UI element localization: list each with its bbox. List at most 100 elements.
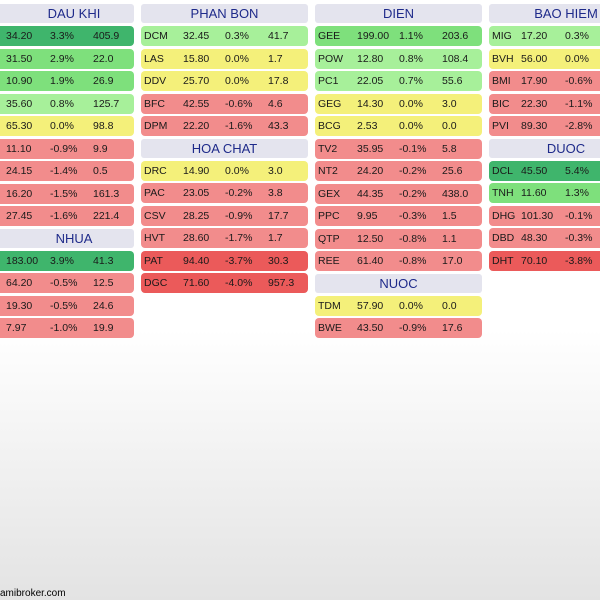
stock-row[interactable]: 11.10 -0.9% 9.9 [0,138,134,159]
stock-row[interactable]: PPC 9.95 -0.3% 1.5 [315,206,482,226]
change-cell: 2.9% [50,52,74,65]
stock-row[interactable]: HVT 28.60 -1.7% 1.7 [141,228,308,248]
stock-row[interactable]: TV2 35.95 -0.1% 5.8 [315,138,482,159]
sector-column: DAU KHI 34.20 3.3% 405.9 31.50 2.9% 22.0 10.90 1… [0,4,134,341]
sector-title: DUOC [489,138,600,158]
change-cell: -3.7% [225,254,253,267]
price-cell: 11.60 [521,187,547,199]
volume-cell: 98.8 [93,120,114,132]
stock-row[interactable]: LAS 15.80 0.0% 1.7 [141,48,308,69]
ticker-cell: PC1 [318,75,339,87]
change-cell: -1.7% [225,232,253,244]
stock-row[interactable]: 7.97 -1.0% 19.9 [0,318,134,338]
sector-title: DIEN [315,4,482,23]
stock-row[interactable]: POW 12.80 0.8% 108.4 [315,48,482,69]
price-cell: 43.50 [357,322,384,334]
volume-cell: 22.0 [93,52,114,65]
stock-row[interactable]: BIC 22.30 -1.1% [489,93,600,114]
price-cell: 25.70 [183,75,210,87]
stock-row[interactable]: 65.30 0.0% 98.8 [0,116,134,136]
change-cell: -1.6% [225,120,253,132]
stock-row[interactable]: 19.30 -0.5% 24.6 [0,295,134,316]
ticker-cell: TNH [492,187,514,199]
stock-row[interactable]: BMI 17.90 -0.6% [489,71,600,91]
volume-cell: 30.3 [268,254,289,267]
stock-row[interactable]: CSV 28.25 -0.9% 17.7 [141,205,308,226]
volume-cell: 1.7 [268,232,283,244]
change-cell: 1.9% [50,75,74,87]
stock-row[interactable]: DDV 25.70 0.0% 17.8 [141,71,308,91]
stock-row[interactable]: DRC 14.90 0.0% 3.0 [141,160,308,181]
stock-row[interactable]: QTP 12.50 -0.8% 1.1 [315,228,482,249]
volume-cell: 24.6 [93,299,114,312]
price-cell: 89.30 [521,120,548,132]
stock-row[interactable]: BFC 42.55 -0.6% 4.6 [141,93,308,114]
stock-row[interactable]: DBD 48.30 -0.3% [489,228,600,248]
stock-row[interactable]: GEG 14.30 0.0% 3.0 [315,93,482,114]
price-cell: 64.20 [6,277,33,289]
stock-row[interactable]: 31.50 2.9% 22.0 [0,48,134,69]
stock-row[interactable]: DPM 22.20 -1.6% 43.3 [141,116,308,136]
stock-row[interactable]: PAT 94.40 -3.7% 30.3 [141,250,308,271]
stock-row[interactable]: 27.45 -1.6% 221.4 [0,206,134,226]
stock-row[interactable]: MIG 17.20 0.3% [489,26,600,46]
stock-row[interactable]: DCL 45.50 5.4% [489,160,600,181]
stock-row[interactable]: DCM 32.45 0.3% 41.7 [141,26,308,46]
stock-row[interactable]: 10.90 1.9% 26.9 [0,71,134,91]
volume-cell: 0.0 [442,299,457,312]
change-cell: -1.5% [50,187,78,200]
stock-row[interactable]: 34.20 3.3% 405.9 [0,26,134,46]
stock-row[interactable]: TNH 11.60 1.3% [489,183,600,203]
change-cell: 0.8% [50,97,74,110]
ticker-cell: POW [318,52,344,65]
stock-row[interactable]: DHG 101.30 -0.1% [489,205,600,226]
change-cell: -2.8% [565,120,593,132]
stock-row[interactable]: GEX 44.35 -0.2% 438.0 [315,183,482,204]
change-cell: 0.0% [565,52,589,65]
stock-row[interactable]: 183.00 3.9% 41.3 [0,250,134,271]
stock-row[interactable]: 24.15 -1.4% 0.5 [0,161,134,181]
price-cell: 16.20 [6,187,33,200]
price-cell: 12.80 [357,52,384,65]
ticker-cell: MIG [492,30,512,42]
change-cell: -0.9% [50,142,78,155]
stock-row[interactable]: 16.20 -1.5% 161.3 [0,183,134,204]
stock-row[interactable]: BVH 56.00 0.0% [489,48,600,69]
stock-row[interactable]: 35.60 0.8% 125.7 [0,93,134,114]
price-cell: 2.53 [357,120,378,132]
change-cell: -0.3% [565,232,593,244]
stock-row[interactable]: TDM 57.90 0.0% 0.0 [315,295,482,316]
ticker-cell: PAC [144,187,165,199]
change-cell: -0.8% [399,232,427,245]
ticker-cell: DBD [492,232,515,244]
volume-cell: 17.0 [442,255,463,267]
stock-row[interactable]: PC1 22.05 0.7% 55.6 [315,71,482,91]
stock-row[interactable]: PVI 89.30 -2.8% [489,116,600,136]
price-cell: 22.20 [183,120,210,132]
volume-cell: 17.6 [442,322,463,334]
stock-row[interactable]: BWE 43.50 -0.9% 17.6 [315,318,482,338]
volume-cell: 1.1 [442,232,457,245]
stock-row[interactable]: NT2 24.20 -0.2% 25.6 [315,161,482,181]
volume-cell: 43.3 [268,120,289,132]
ticker-cell: LAS [144,52,164,65]
price-cell: 22.30 [521,97,548,110]
price-cell: 199.00 [357,30,390,42]
ticker-cell: BIC [492,97,510,110]
stock-row[interactable]: DGC 71.60 -4.0% 957.3 [141,273,308,293]
price-cell: 61.40 [357,255,384,267]
volume-cell: 405.9 [93,30,120,42]
stock-row[interactable]: BCG 2.53 0.0% 0.0 [315,116,482,136]
sector-title: BAO HIEM [489,4,600,23]
price-cell: 45.50 [521,164,548,177]
price-cell: 28.60 [183,232,210,244]
stock-row[interactable]: 64.20 -0.5% 12.5 [0,273,134,293]
stock-row[interactable]: PAC 23.05 -0.2% 3.8 [141,183,308,203]
price-cell: 35.60 [6,97,33,110]
price-cell: 71.60 [183,277,210,289]
stock-row[interactable]: DHT 70.10 -3.8% [489,250,600,271]
stock-row[interactable]: GEE 199.00 1.1% 203.6 [315,26,482,46]
stock-row[interactable]: REE 61.40 -0.8% 17.0 [315,251,482,271]
sector-column: PHAN BON DCM 32.45 0.3% 41.7 LAS 15.80 0.0% 1.7 D… [141,4,308,296]
price-cell: 9.95 [357,210,378,222]
